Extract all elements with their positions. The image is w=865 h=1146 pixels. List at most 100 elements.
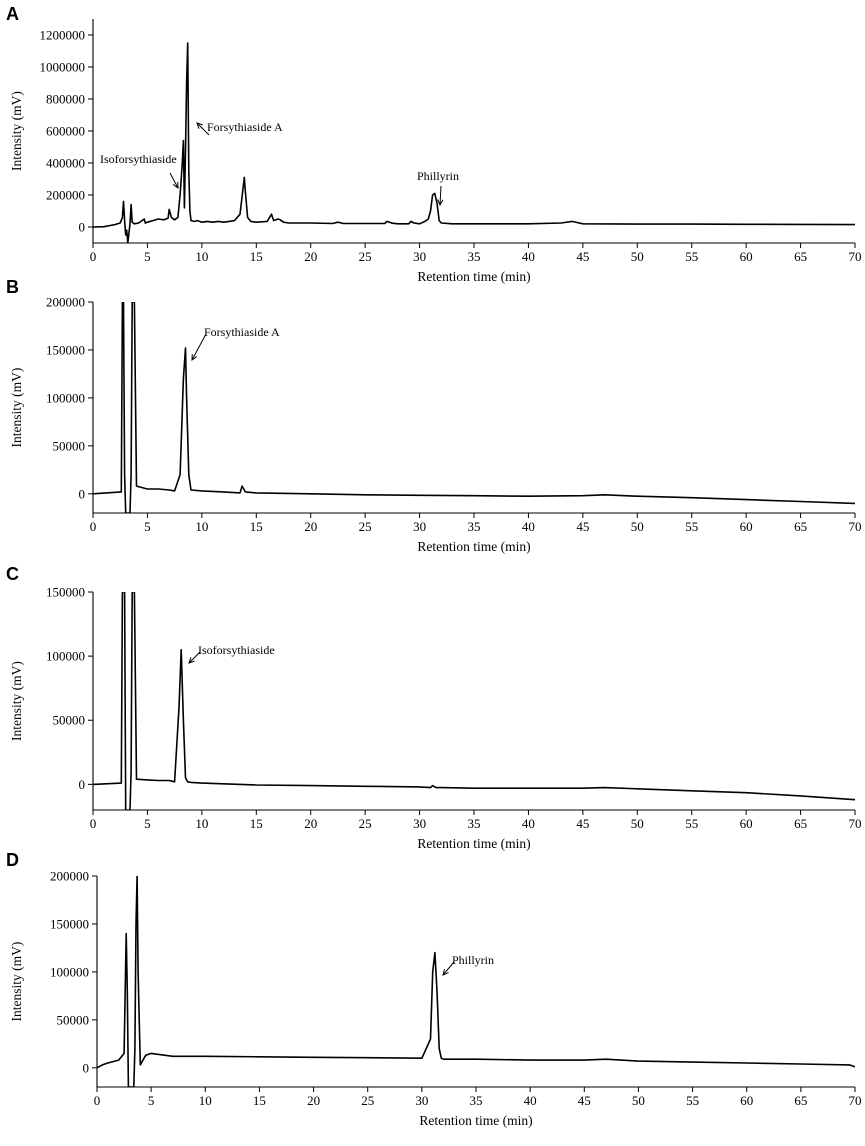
x-tick-label: 70: [849, 1093, 862, 1108]
x-tick-label: 30: [413, 816, 426, 831]
x-tick-label: 45: [576, 249, 589, 264]
x-tick-label: 30: [413, 519, 426, 534]
x-tick-label: 60: [740, 519, 753, 534]
annotation-arrow: [442, 961, 455, 976]
x-tick-label: 70: [849, 519, 862, 534]
panel-letter: B: [6, 277, 19, 297]
x-tick-label: 5: [144, 249, 151, 264]
x-tick-label: 60: [740, 1093, 753, 1108]
x-tick-label: 55: [685, 249, 698, 264]
panel-letter: D: [6, 850, 19, 870]
x-tick-label: 15: [250, 249, 263, 264]
x-tick-label: 0: [90, 249, 97, 264]
x-tick-label: 0: [94, 1093, 101, 1108]
x-tick-label: 20: [304, 519, 317, 534]
y-axis-title: Intensity (mV): [9, 661, 24, 741]
x-tick-label: 30: [415, 1093, 428, 1108]
x-tick-label: 65: [794, 519, 807, 534]
x-tick-label: 35: [468, 816, 481, 831]
x-tick-label: 25: [359, 519, 372, 534]
chromatogram-trace: [93, 592, 855, 810]
panel-letter: A: [6, 4, 19, 24]
x-tick-label: 30: [413, 249, 426, 264]
x-tick-label: 20: [307, 1093, 320, 1108]
arrow-head: [196, 122, 203, 129]
x-tick-label: 20: [304, 816, 317, 831]
y-tick-label: 100000: [46, 390, 85, 405]
annotation-arrow: [188, 651, 201, 664]
x-tick-label: 55: [685, 519, 698, 534]
peak-annotation-label: Isoforsythiaside: [100, 152, 177, 166]
x-tick-label: 0: [90, 816, 97, 831]
x-tick-label: 20: [304, 249, 317, 264]
x-tick-label: 45: [578, 1093, 591, 1108]
x-tick-label: 45: [576, 519, 589, 534]
x-tick-label: 0: [90, 519, 97, 534]
x-tick-label: 15: [250, 519, 263, 534]
peak-annotation-label: Forsythiaside A: [204, 325, 280, 339]
annotation-arrow: [196, 122, 210, 136]
y-tick-label: 400000: [46, 156, 85, 171]
chromatogram-trace: [97, 876, 855, 1087]
axis-lines: [96, 876, 855, 1088]
axis-lines: [92, 592, 855, 811]
y-tick-label: 600000: [46, 124, 85, 139]
x-axis-title: Retention time (min): [417, 539, 530, 554]
y-tick-label: 1200000: [40, 28, 86, 43]
panel-d: D 0 5 10 15 20 25 30 35 40 45 50 55 60 65 70 0 50000 1000…: [6, 850, 862, 1128]
x-tick-label: 60: [740, 816, 753, 831]
y-tick-label: 0: [79, 777, 86, 792]
x-tick-label: 5: [144, 816, 151, 831]
x-tick-label: 15: [253, 1093, 266, 1108]
x-tick-label: 35: [470, 1093, 483, 1108]
annotation-arrow: [169, 172, 179, 189]
y-tick-label: 800000: [46, 92, 85, 107]
panel-letter: C: [6, 564, 19, 584]
y-tick-label: 50000: [57, 1012, 90, 1027]
y-tick-label: 0: [83, 1060, 90, 1075]
x-tick-label: 5: [144, 519, 151, 534]
x-tick-label: 40: [524, 1093, 537, 1108]
peak-annotation-label: Forsythiaside A: [207, 120, 283, 134]
x-tick-label: 25: [359, 816, 372, 831]
x-tick-label: 65: [794, 249, 807, 264]
y-tick-label: 200000: [46, 295, 85, 310]
x-tick-label: 65: [794, 816, 807, 831]
x-tick-label: 50: [631, 519, 644, 534]
y-axis-title: Intensity (mV): [9, 91, 24, 171]
x-tick-label: 15: [250, 816, 263, 831]
panel-a: A 0 5 10 15 20 25 30 35 40 45 50 55 60 65 70 0 200000 400…: [6, 4, 862, 284]
arrow-head: [442, 969, 449, 976]
x-tick-label: 50: [632, 1093, 645, 1108]
x-tick-label: 55: [685, 816, 698, 831]
y-tick-label: 1000000: [40, 60, 86, 75]
x-tick-label: 45: [576, 816, 589, 831]
x-tick-label: 70: [849, 249, 862, 264]
arrow-head: [191, 353, 198, 362]
peak-annotation-label: Phillyrin: [417, 169, 459, 183]
x-axis-title: Retention time (min): [417, 836, 530, 851]
x-tick-label: 10: [199, 1093, 212, 1108]
panel-c: C 0 5 10 15 20 25 30 35 40 45 50 55 60 65 70 0 50000 1000…: [6, 564, 862, 851]
x-tick-label: 70: [849, 816, 862, 831]
y-tick-label: 50000: [53, 713, 86, 728]
y-axis-title: Intensity (mV): [9, 942, 24, 1022]
y-axis-title: Intensity (mV): [9, 368, 24, 448]
annotation-arrow: [439, 185, 442, 206]
y-tick-label: 200000: [50, 869, 89, 884]
x-tick-label: 50: [631, 816, 644, 831]
chromatogram-trace: [93, 42, 855, 243]
y-tick-label: 150000: [50, 916, 89, 931]
y-tick-label: 150000: [46, 342, 85, 357]
x-tick-label: 35: [468, 249, 481, 264]
x-axis-title: Retention time (min): [419, 1113, 532, 1128]
arrow-head: [172, 181, 179, 190]
x-tick-label: 55: [686, 1093, 699, 1108]
annotation-arrow: [191, 333, 207, 361]
x-tick-label: 50: [631, 249, 644, 264]
x-tick-label: 10: [195, 519, 208, 534]
y-tick-label: 100000: [46, 649, 85, 664]
x-tick-label: 25: [361, 1093, 374, 1108]
y-tick-label: 0: [79, 220, 86, 235]
